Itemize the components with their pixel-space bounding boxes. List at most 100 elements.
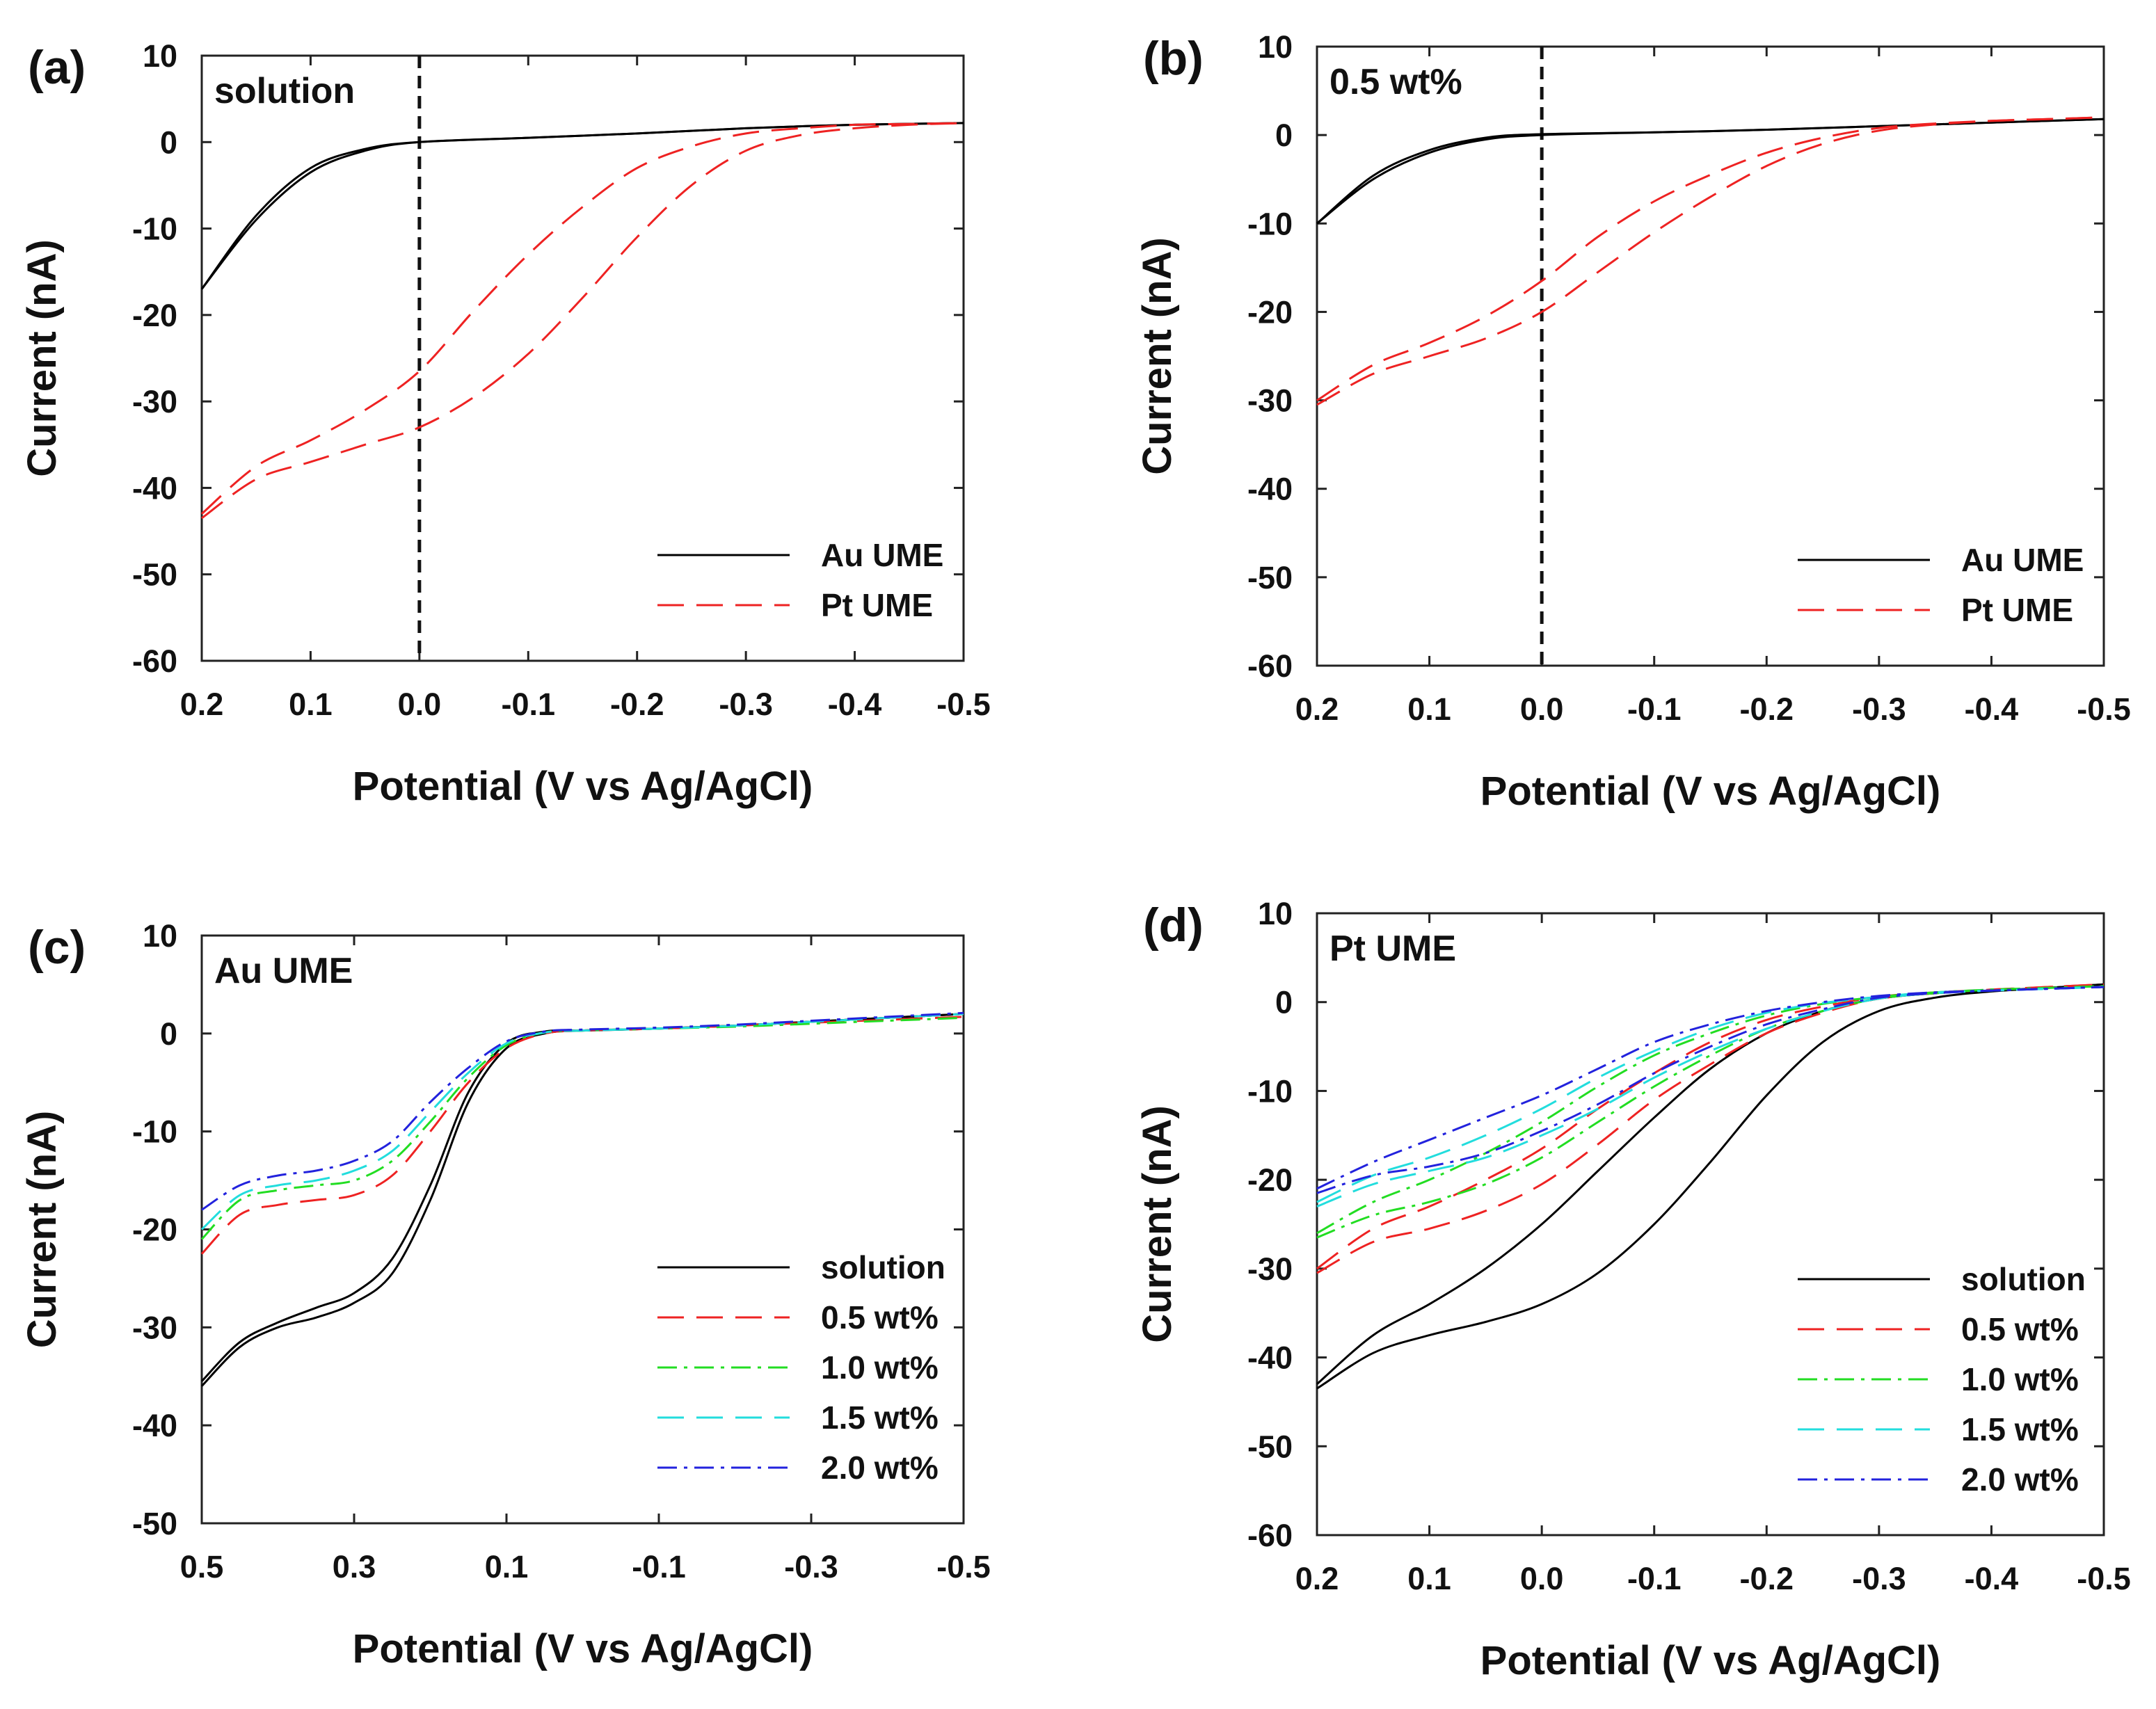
x-tick-label: 0.0 bbox=[1520, 1561, 1564, 1596]
y-tick-label: -60 bbox=[132, 643, 177, 679]
legend-label-0-5-wt: 0.5 wt% bbox=[1961, 1311, 2079, 1347]
legend-label-pt-ume: Pt UME bbox=[821, 587, 933, 623]
series-line-au-ume bbox=[200, 122, 964, 290]
panel-title: solution bbox=[214, 71, 355, 111]
y-tick-label: -50 bbox=[132, 1506, 177, 1541]
x-tick-label: 0.1 bbox=[1407, 1561, 1451, 1596]
y-tick-label: -20 bbox=[132, 298, 177, 333]
series-line-pt-ume bbox=[201, 122, 964, 515]
y-axis-label: Current (nA) bbox=[19, 239, 65, 477]
y-tick-label: 0 bbox=[160, 1016, 177, 1052]
y-axis-label: Current (nA) bbox=[19, 1111, 65, 1349]
series-line-2-0-wt bbox=[201, 1011, 964, 1211]
panel-title: 0.5 wt% bbox=[1329, 62, 1462, 102]
x-tick-label: -0.2 bbox=[1740, 1561, 1794, 1596]
y-tick-label: -60 bbox=[1247, 1518, 1293, 1553]
y-tick-label: -10 bbox=[1247, 206, 1293, 241]
legend-label-0-5-wt: 0.5 wt% bbox=[821, 1299, 939, 1335]
y-axis-label: Current (nA) bbox=[1135, 1105, 1180, 1343]
x-tick-label: 0.1 bbox=[1407, 691, 1451, 727]
legend-label-au-ume: Au UME bbox=[1961, 542, 2084, 578]
x-tick-label: -0.5 bbox=[2077, 691, 2131, 727]
plot-frame bbox=[1316, 912, 2105, 1537]
plot-frame bbox=[200, 54, 965, 662]
series-line-0-5-wt bbox=[200, 1016, 964, 1255]
legend-label-solution: solution bbox=[821, 1249, 945, 1285]
y-tick-label: -30 bbox=[1247, 383, 1293, 419]
x-axis-label: Potential (V vs Ag/AgCl) bbox=[353, 1626, 813, 1671]
panel-b: 10 0 -10 -20 -30 -40 -50 -600.2 0.1 0.0 -0.1 -0.2 -0… bbox=[1135, 29, 2131, 814]
panel-c: 10 0 -10 -20 -30 -40 -500.5 0.3 0.1 -0.1 -0.3 -0.5 P… bbox=[19, 918, 991, 1671]
x-tick-label: 0.1 bbox=[289, 687, 333, 722]
x-tick-label: -0.5 bbox=[2077, 1561, 2131, 1596]
y-tick-label: -50 bbox=[1247, 560, 1293, 595]
series-line-pt-ume bbox=[1316, 116, 2105, 401]
y-tick-label: -60 bbox=[1247, 648, 1293, 684]
y-tick-label: -40 bbox=[1247, 472, 1293, 507]
panel-d: 10 0 -10 -20 -30 -40 -50 -600.2 0.1 0.0 -0.1 -0.2 -0… bbox=[1135, 896, 2131, 1683]
y-tick-label: 0 bbox=[160, 125, 177, 160]
y-tick-label: -10 bbox=[132, 1114, 177, 1150]
panel-label: (b) bbox=[1143, 32, 1204, 85]
x-tick-label: 0.2 bbox=[180, 687, 224, 722]
series-line-pt-ume bbox=[201, 122, 964, 520]
plot-frame bbox=[1316, 45, 2105, 667]
y-tick-label: -40 bbox=[1247, 1340, 1293, 1376]
x-tick-label: -0.3 bbox=[1852, 1561, 1906, 1596]
x-tick-label: -0.2 bbox=[1740, 691, 1794, 727]
series-line-2-0-wt bbox=[1316, 986, 2105, 1190]
series-line-2-0-wt bbox=[1316, 986, 2105, 1194]
y-tick-label: -50 bbox=[132, 557, 177, 593]
x-tick-label: -0.4 bbox=[1965, 691, 2019, 727]
series-line-1-0-wt bbox=[1316, 985, 2105, 1235]
y-tick-label: -20 bbox=[132, 1212, 177, 1248]
y-tick-label: -40 bbox=[132, 470, 177, 506]
y-tick-label: -20 bbox=[1247, 1162, 1293, 1198]
x-tick-label: -0.3 bbox=[784, 1549, 838, 1584]
legend-label-1-5-wt: 1.5 wt% bbox=[821, 1399, 939, 1436]
legend-label-solution: solution bbox=[1961, 1261, 2086, 1297]
x-tick-label: 0.3 bbox=[333, 1549, 376, 1584]
legend-label-1-0-wt: 1.0 wt% bbox=[821, 1349, 939, 1386]
legend-label-2-0-wt: 2.0 wt% bbox=[821, 1450, 939, 1486]
series-line-au-ume bbox=[1316, 118, 2105, 225]
y-tick-label: -10 bbox=[132, 211, 177, 247]
legend-label-1-5-wt: 1.5 wt% bbox=[1961, 1411, 2079, 1447]
x-tick-label: -0.3 bbox=[719, 687, 773, 722]
y-tick-label: 10 bbox=[143, 918, 177, 954]
y-tick-label: -30 bbox=[132, 1310, 177, 1345]
series-line-1-0-wt bbox=[200, 1016, 964, 1240]
panel-label: (d) bbox=[1143, 899, 1204, 952]
x-axis-label: Potential (V vs Ag/AgCl) bbox=[1480, 1638, 1941, 1683]
y-axis-label: Current (nA) bbox=[1135, 237, 1180, 475]
series-line-au-ume bbox=[200, 122, 964, 290]
x-tick-label: 0.0 bbox=[398, 687, 442, 722]
y-tick-label: 0 bbox=[1275, 118, 1293, 153]
x-tick-label: 0.2 bbox=[1295, 1561, 1339, 1596]
series-line-solution bbox=[1316, 983, 2105, 1390]
x-tick-label: -0.1 bbox=[502, 687, 556, 722]
panel-label: (c) bbox=[28, 921, 86, 974]
x-axis-label: Potential (V vs Ag/AgCl) bbox=[1480, 769, 1941, 814]
panel-label: (a) bbox=[28, 41, 86, 94]
x-tick-label: -0.4 bbox=[1965, 1561, 2019, 1596]
y-tick-label: 0 bbox=[1275, 985, 1293, 1020]
series-line-au-ume bbox=[1316, 118, 2105, 225]
series-line-pt-ume bbox=[1316, 116, 2105, 406]
legend-label-2-0-wt: 2.0 wt% bbox=[1961, 1461, 2079, 1498]
y-tick-label: -10 bbox=[1247, 1073, 1293, 1109]
x-tick-label: -0.2 bbox=[610, 687, 664, 722]
legend-label-1-0-wt: 1.0 wt% bbox=[1961, 1361, 2079, 1397]
series-line-1-5-wt bbox=[1316, 986, 2105, 1203]
series-line-1-0-wt bbox=[1316, 985, 2105, 1239]
y-tick-label: -30 bbox=[1247, 1251, 1293, 1287]
panel-title: Pt UME bbox=[1329, 929, 1456, 969]
x-tick-label: -0.1 bbox=[1627, 691, 1682, 727]
x-tick-label: -0.1 bbox=[632, 1549, 686, 1584]
y-tick-label: -40 bbox=[132, 1408, 177, 1443]
x-tick-label: 0.0 bbox=[1520, 691, 1564, 727]
x-tick-label: -0.3 bbox=[1852, 691, 1906, 727]
y-tick-label: 10 bbox=[1258, 896, 1293, 931]
x-axis-label: Potential (V vs Ag/AgCl) bbox=[353, 764, 813, 809]
legend-label-au-ume: Au UME bbox=[821, 537, 943, 573]
